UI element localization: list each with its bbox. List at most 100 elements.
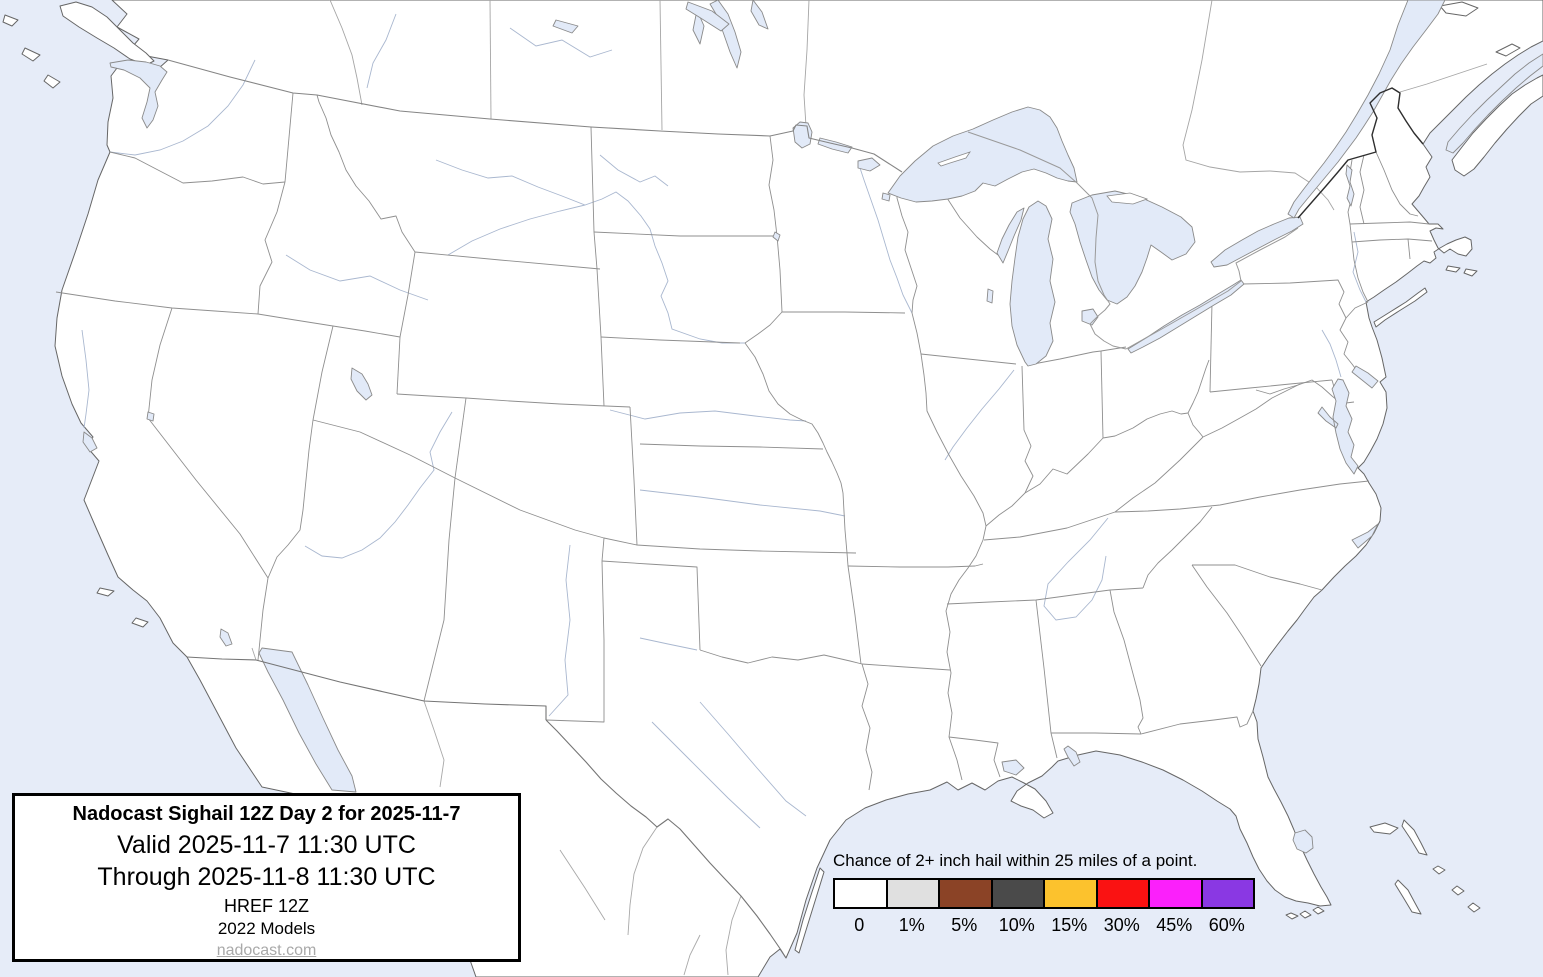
mississippi-alabama-border [1035, 599, 1058, 759]
pamlico-sound [1351, 523, 1379, 549]
massachusetts-connecticut-border [1351, 238, 1433, 243]
lake-ontario [1210, 216, 1304, 268]
southdakota-iowa-border [744, 311, 783, 344]
st-lawrence-estuary [1287, 0, 1446, 219]
ohio-westvirginia-border [1187, 359, 1210, 414]
us-state-borders [55, 92, 1433, 791]
southdakota-nebraska-border [600, 336, 741, 344]
tennessee-northcarolina-border [1142, 506, 1213, 589]
legend-swatch-60 [1200, 878, 1255, 909]
tennessee-river [1043, 517, 1109, 621]
lake-winnipeg [692, 0, 742, 69]
red-lakes [857, 157, 881, 172]
chihuahua-coahuila-border [627, 826, 658, 936]
newyork-newengland-border [1349, 223, 1369, 303]
mississippi-river-borders [911, 312, 987, 781]
lake-pontchartrain [1001, 759, 1025, 776]
washington-idaho-border [284, 92, 294, 183]
legend-swatch-1 [885, 878, 940, 909]
kentucky-tennessee-border [983, 511, 1116, 541]
lesser-slave-lake [552, 19, 579, 34]
long-island [1373, 287, 1428, 328]
minnesota-wisconsin-border [896, 179, 918, 314]
colorado-river [304, 411, 453, 559]
columbia-river [109, 59, 256, 156]
lake-winnebago [986, 288, 994, 304]
canadian-rivers [366, 13, 669, 187]
legend-label-15: 15% [1051, 915, 1088, 935]
nantucket [1463, 268, 1478, 277]
oklahoma-arkansas-border [847, 565, 862, 665]
minnesota-west-border [768, 135, 783, 313]
forecast-through-time: Through 2025-11-8 11:30 UTC [97, 862, 436, 891]
legend-label-1: 1% [898, 915, 925, 935]
forecast-models-year: 2022 Models [217, 918, 316, 938]
sonora-chihuahua-border [423, 700, 445, 788]
rhodeisland-connecticut-border [1407, 238, 1411, 260]
channel-islands [96, 587, 149, 628]
oregon-idaho-border [257, 181, 286, 315]
kentucky-westvirginia-border [1187, 412, 1204, 438]
hudson-river [1352, 231, 1367, 303]
lake-islands [937, 151, 1149, 205]
alabama-georgia-border [1109, 589, 1144, 735]
vancouver-island [59, 1, 155, 66]
texas-colorado-river [651, 721, 761, 829]
prince-edward-island [1495, 43, 1521, 57]
bahamas-islands [1369, 819, 1481, 915]
coahuila-nuevoleon-border [725, 895, 742, 976]
vermont-newhampshire-border [1359, 154, 1365, 225]
legend-swatch-0 [833, 878, 888, 909]
gulf-of-california [258, 647, 357, 793]
ohio-pennsylvania-border [1209, 302, 1213, 393]
bc-alberta-border [329, 0, 363, 106]
mexican-state-borders [251, 647, 742, 976]
salton-sea [219, 628, 233, 647]
canadian-province-borders [329, 0, 1488, 211]
colorado-kansas-border [629, 406, 638, 546]
nevada-utah-border [312, 325, 334, 421]
massachusetts-north-border [1349, 221, 1430, 225]
nevada-arizona-border [267, 419, 314, 579]
manitoulin-island [1106, 192, 1149, 205]
utah-colorado-border [454, 397, 467, 479]
texas-louisiana-sabine-border [861, 663, 873, 791]
minnesota-iowa-border [782, 311, 906, 314]
green-bay [996, 207, 1025, 264]
parallel-37n-border [312, 419, 857, 554]
newhampshire-maine-border [1375, 151, 1419, 217]
newyork-newjersey-border [1345, 301, 1369, 319]
northdakota-southdakota-border [593, 231, 777, 237]
nova-scotia [1451, 74, 1543, 177]
forecast-title: Nadocast Sighail 12Z Day 2 for 2025-11-7 [72, 803, 461, 825]
meridian-104w-border [590, 126, 605, 407]
wisconsin-illinois-border [920, 353, 1017, 365]
reindeer-lake [750, 0, 769, 30]
forecast-valid-time: Valid 2025-11-7 11:30 UTC [117, 831, 416, 859]
bay-of-fundy [1445, 53, 1543, 154]
newmexico-oklahoma-texas-border [545, 537, 605, 723]
us-canada-border-east [1297, 87, 1424, 219]
florida-north-border [1051, 710, 1254, 735]
legend-label-60: 60% [1208, 915, 1245, 935]
idaho-montana-border [316, 94, 416, 253]
nebraska-kansas-border [639, 443, 824, 450]
ontario-quebec-border [1182, 0, 1335, 211]
platte-river [609, 409, 807, 422]
delaware-bay [1351, 365, 1379, 389]
parallel-42n-border [55, 291, 401, 338]
lake-athabasca [685, 1, 730, 32]
legend-label-5: 5% [951, 915, 978, 935]
legend-swatch-30 [1095, 878, 1150, 909]
upper-mississippi-river [857, 161, 913, 314]
anticosti-island [1439, 1, 1479, 17]
lake-superior [887, 106, 1078, 203]
legend-swatch-45 [1148, 878, 1203, 909]
yellowstone-river [447, 204, 586, 256]
legend-swatch-10 [990, 878, 1045, 909]
wyoming-west-border [399, 251, 416, 338]
michigan-south-border [1027, 346, 1127, 366]
illinois-indiana-border [1021, 365, 1034, 494]
virginia-northcarolina-border [1114, 480, 1370, 513]
nadocast-site-link[interactable]: nadocast.com [216, 942, 317, 960]
